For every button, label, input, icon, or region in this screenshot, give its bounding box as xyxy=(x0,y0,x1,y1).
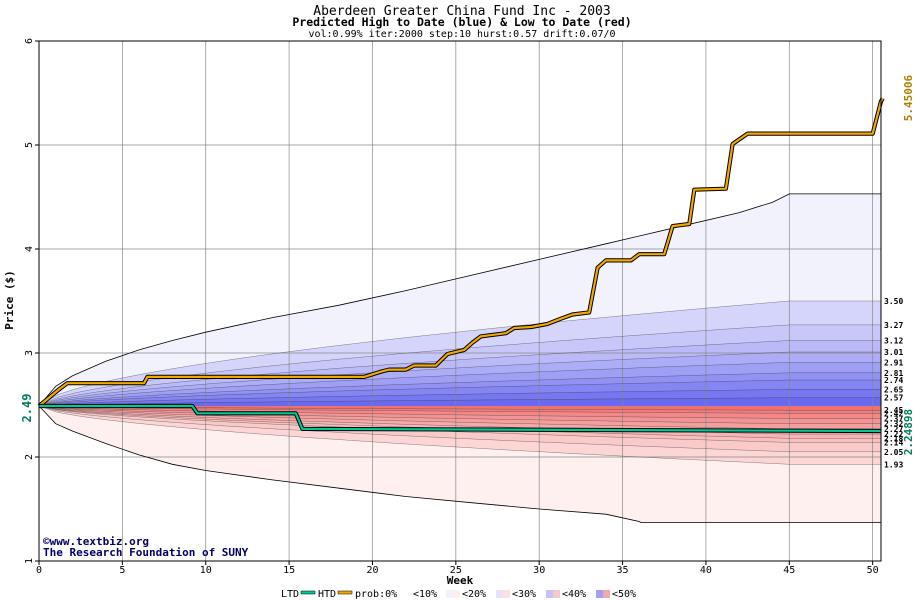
right-level-label-2.18: 2.18 xyxy=(884,434,903,443)
x-tick-label-20: 20 xyxy=(366,565,378,576)
chart-title: Aberdeen Greater China Fund Inc - 2003 xyxy=(313,4,610,19)
right-level-label-2.22: 2.22 xyxy=(884,430,903,439)
x-tick-label-50: 50 xyxy=(867,565,879,576)
start-price-label: 2.49 xyxy=(20,394,34,423)
y-tick-label-5: 5 xyxy=(24,142,35,148)
level-line-2.27 xyxy=(38,405,881,430)
credit-foundation: The Research Foundation of SUNY xyxy=(43,546,249,559)
level-line-3.12 xyxy=(38,340,881,407)
legend-bucket-20: <20% xyxy=(462,589,486,600)
level-line-2.57 xyxy=(38,397,881,407)
right-level-label-3.01: 3.01 xyxy=(884,348,903,357)
x-tick-label-25: 25 xyxy=(450,565,462,576)
ltd-final-value: 2.24898 xyxy=(902,409,915,455)
level-line-3.5 xyxy=(38,300,881,407)
level-line-2.81 xyxy=(38,372,881,407)
htd-final-value: 5.45006 xyxy=(902,74,915,121)
y-tick-label-2: 2 xyxy=(24,454,35,460)
ltd-line xyxy=(39,404,882,433)
legend-swatch-30 xyxy=(546,590,553,598)
legend-swatch-40 xyxy=(596,590,603,598)
upper-band-outline xyxy=(38,193,881,407)
level-line-2.05 xyxy=(38,405,881,453)
y-tick-label-3: 3 xyxy=(24,350,35,356)
level-line-1.93 xyxy=(38,405,881,465)
legend-htd-swatch xyxy=(337,590,353,595)
credit-website: ©www.textbiz.org xyxy=(43,535,149,548)
right-level-label-2.81: 2.81 xyxy=(884,369,903,378)
legend-swatch-10b xyxy=(453,590,460,598)
right-level-label-1.93: 1.93 xyxy=(884,460,903,469)
x-tick-label-10: 10 xyxy=(200,565,212,576)
level-line-2.32 xyxy=(38,405,881,424)
level-line-2.91 xyxy=(38,362,881,407)
legend-swatch-10 xyxy=(446,590,453,598)
legend-bucket-50: <50% xyxy=(612,589,636,600)
right-level-label-2.57: 2.57 xyxy=(884,394,903,403)
legend-swatch-20 xyxy=(496,590,503,598)
chart-subtitle: Predicted High to Date (blue) & Low to D… xyxy=(292,15,631,29)
series-lines xyxy=(37,97,885,434)
level-line-2.65 xyxy=(38,389,881,407)
lower-band-2.45 xyxy=(39,406,881,411)
legend-swatch-40b xyxy=(603,590,610,598)
right-level-label-2.65: 2.65 xyxy=(884,385,903,394)
y-tick-label-4: 4 xyxy=(24,246,35,252)
chart-params: vol:0.99% iter:2000 step:10 hurst:0.57 d… xyxy=(308,29,615,40)
y-tick-label-6: 6 xyxy=(24,38,35,44)
level-line-2.37 xyxy=(38,405,881,419)
plot-frame xyxy=(38,40,882,562)
right-level-label-2.45: 2.45 xyxy=(884,406,903,415)
upper-band-2.57 xyxy=(39,397,881,407)
level-line-3.01 xyxy=(38,351,881,407)
right-level-label-2.32: 2.32 xyxy=(884,420,903,429)
right-level-label-3.12: 3.12 xyxy=(884,337,903,346)
right-level-label-3.27: 3.27 xyxy=(884,321,903,330)
right-level-label-2.27: 2.27 xyxy=(884,425,903,434)
y-axis-ticks: 1 2 3 4 5 6 xyxy=(24,38,39,564)
y-axis-label: Price ($) xyxy=(3,270,16,330)
right-level-label-2.42: 2.42 xyxy=(884,409,903,418)
legend: LTD HTD prob:0% <10% <20% <30% <40% <50% xyxy=(281,589,636,600)
probability-bands xyxy=(39,193,881,523)
x-tick-label-5: 5 xyxy=(119,565,125,576)
right-level-labels: 3.50 3.27 3.12 3.012.91 2.812.742.652.57 2.45… xyxy=(884,297,903,469)
x-axis-label: Week xyxy=(447,574,474,587)
level-line-2.74 xyxy=(38,379,881,407)
y-tick-label-1: 1 xyxy=(24,558,35,564)
right-level-label-2.37: 2.37 xyxy=(884,415,903,424)
legend-ltd-swatch xyxy=(300,590,316,595)
right-level-label-2.91: 2.91 xyxy=(884,358,903,367)
right-level-label-2.74: 2.74 xyxy=(884,376,903,385)
htd-line xyxy=(38,97,884,407)
x-tick-label-0: 0 xyxy=(36,565,42,576)
legend-bucket-40: <40% xyxy=(562,589,586,600)
legend-htd-label: HTD xyxy=(318,589,336,600)
legend-swatch-20b xyxy=(503,590,510,598)
x-tick-label-35: 35 xyxy=(617,565,629,576)
right-level-label-2.14: 2.14 xyxy=(884,438,903,447)
level-line-2.42 xyxy=(38,405,881,414)
legend-swatch-0 xyxy=(397,590,411,598)
x-tick-label-45: 45 xyxy=(783,565,795,576)
lower-band-outline xyxy=(38,405,881,523)
legend-ltd-label: LTD xyxy=(281,589,299,600)
legend-swatch-30b xyxy=(553,590,560,598)
legend-bucket-30: <30% xyxy=(512,589,536,600)
right-level-label-2.05: 2.05 xyxy=(884,448,903,457)
x-axis-ticks: 0 5 10 15 20 25 30 35 40 45 50 xyxy=(36,561,879,576)
legend-bucket-10: <10% xyxy=(413,589,437,600)
x-tick-label-15: 15 xyxy=(283,565,295,576)
legend-prob-label: prob:0% xyxy=(355,589,397,600)
x-tick-label-30: 30 xyxy=(533,565,545,576)
x-tick-label-40: 40 xyxy=(700,565,712,576)
right-level-label-3.50: 3.50 xyxy=(884,297,903,306)
